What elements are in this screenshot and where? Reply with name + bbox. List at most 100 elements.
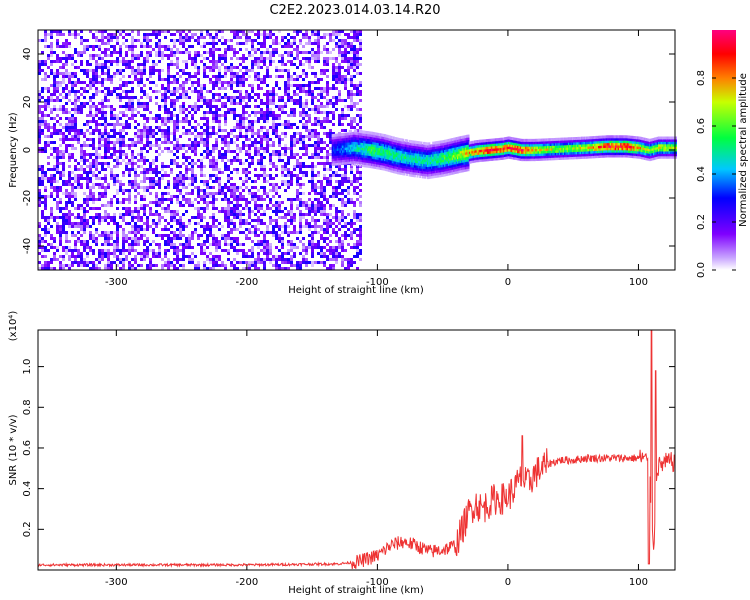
heatmap-cell (131, 165, 134, 168)
heatmap-cell (152, 240, 155, 243)
heatmap-cell (71, 114, 74, 117)
heatmap-cell (245, 48, 248, 51)
heatmap-cell (308, 180, 311, 183)
heatmap-cell (74, 132, 77, 135)
heatmap-cell (152, 72, 155, 75)
heatmap-cell (68, 120, 71, 123)
heatmap-cell (110, 39, 113, 42)
heatmap-cell (251, 186, 254, 189)
heatmap-cell (356, 87, 359, 90)
heatmap-cell (200, 246, 203, 249)
heatmap-cell (74, 93, 77, 96)
heatmap-cell (224, 141, 227, 144)
heatmap-cell (104, 117, 107, 120)
heatmap-cell (346, 158, 349, 162)
heatmap-cell (74, 258, 77, 261)
heatmap-cell (338, 33, 341, 36)
heatmap-cell (206, 129, 209, 132)
heatmap-cell (188, 261, 191, 264)
heatmap-cell (326, 231, 329, 234)
heatmap-cell (296, 174, 299, 177)
heatmap-cell (194, 111, 197, 114)
heatmap-cell (341, 240, 344, 243)
heatmap-cell (335, 234, 338, 237)
heatmap-cell (353, 126, 356, 129)
heatmap-cell (356, 228, 359, 231)
heatmap-cell (336, 155, 339, 159)
heatmap-cell (326, 75, 329, 78)
heatmap-cell (170, 210, 173, 213)
heatmap-cell (53, 141, 56, 144)
heatmap-cell (233, 33, 236, 36)
heatmap-cell (101, 102, 104, 105)
heatmap-cell (356, 234, 359, 237)
heatmap-cell (152, 117, 155, 120)
heatmap-cell (353, 36, 356, 39)
heatmap-cell (269, 60, 272, 63)
heatmap-cell (59, 207, 62, 210)
heatmap-cell (296, 237, 299, 240)
heatmap-cell (80, 234, 83, 237)
heatmap-cell (149, 249, 152, 252)
heatmap-cell (188, 138, 191, 141)
heatmap-cell (137, 123, 140, 126)
heatmap-cell (287, 234, 290, 237)
heatmap-cell (137, 237, 140, 240)
heatmap-cell (44, 228, 47, 231)
heatmap-cell (269, 231, 272, 234)
heatmap-cell (323, 96, 326, 99)
heatmap-cell (71, 84, 74, 87)
heatmap-cell (116, 39, 119, 42)
heatmap-cell (209, 261, 212, 264)
heatmap-cell (170, 117, 173, 120)
heatmap-cell (311, 132, 314, 135)
heatmap-cell (206, 237, 209, 240)
heatmap-cell (53, 129, 56, 132)
heatmap-cell (236, 36, 239, 39)
heatmap-cell (230, 159, 233, 162)
heatmap-cell (89, 144, 92, 147)
heatmap-cell (326, 183, 329, 186)
heatmap-cell (332, 252, 335, 255)
heatmap-cell (344, 99, 347, 102)
heatmap-cell (47, 87, 50, 90)
heatmap-cell (92, 264, 95, 267)
heatmap-cell (275, 267, 278, 270)
heatmap-cell (356, 249, 359, 252)
heatmap-cell (53, 252, 56, 255)
heatmap-cell (98, 117, 101, 120)
heatmap-cell (200, 252, 203, 255)
heatmap-cell (80, 132, 83, 135)
heatmap-cell (326, 48, 329, 51)
heatmap-cell (260, 198, 263, 201)
heatmap-cell (224, 156, 227, 159)
heatmap-cell (236, 252, 239, 255)
heatmap-cell (347, 42, 350, 45)
heatmap-cell (83, 72, 86, 75)
heatmap-cell (281, 246, 284, 249)
heatmap-cell (74, 138, 77, 141)
heatmap-cell (224, 102, 227, 105)
heatmap-cell (44, 108, 47, 111)
heatmap-cell (44, 177, 47, 180)
heatmap-cell (348, 134, 351, 138)
heatmap-cell (41, 111, 44, 114)
heatmap-cell (170, 48, 173, 51)
heatmap-cell (65, 147, 68, 150)
heatmap-cell (284, 36, 287, 39)
heatmap-cell (317, 87, 320, 90)
heatmap-cell (230, 75, 233, 78)
heatmap-cell (203, 144, 206, 147)
heatmap-cell (44, 255, 47, 258)
heatmap-cell (191, 75, 194, 78)
heatmap-cell (344, 45, 347, 48)
heatmap-cell (326, 111, 329, 114)
heatmap-cell (346, 134, 349, 138)
heatmap-cell (191, 180, 194, 183)
heatmap-cell (260, 66, 263, 69)
heatmap-cell (275, 189, 278, 192)
heatmap-cell (347, 105, 350, 108)
heatmap-cell (266, 102, 269, 105)
heatmap-cell (350, 222, 353, 225)
heatmap-cell (269, 261, 272, 264)
